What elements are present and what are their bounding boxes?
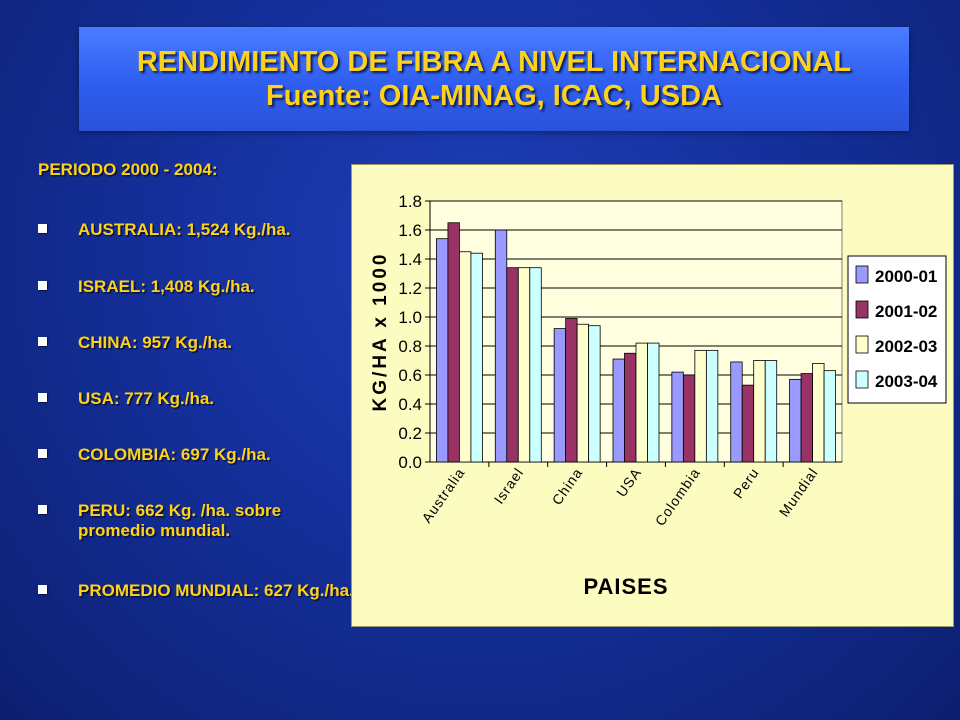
legend-swatch: [855, 265, 869, 284]
square-bullet-icon: [38, 585, 47, 594]
bar-2001-02: [447, 222, 460, 463]
bar-2002-03: [694, 349, 707, 463]
y-tick-label: 0.0: [398, 453, 422, 472]
bar-2001-02: [565, 318, 578, 463]
bar-2003-04: [470, 252, 483, 463]
bar-2003-04: [647, 342, 660, 463]
bar-2000-01: [789, 378, 802, 463]
chart-canvas: 0.0 0.2 0.4 0.6 0.8 1.0 1.2 1.4 1.6 1.8 Australia I…: [370, 192, 947, 599]
bar-2002-03: [812, 362, 825, 463]
y-tick-label: 0.6: [398, 366, 422, 385]
bar-2000-01: [612, 358, 625, 463]
x-axis-title: PAISES: [583, 574, 668, 599]
x-tick-label: Colombia: [652, 465, 704, 529]
bar-chart: 0.0 0.2 0.4 0.6 0.8 1.0 1.2 1.4 1.6 1.8 Australia I…: [351, 164, 954, 627]
page-title: RENDIMIENTO DE FIBRA A NIVEL INTERNACION…: [136, 46, 852, 78]
y-tick-label: 0.8: [398, 337, 422, 356]
x-tick-label: Australia: [418, 465, 468, 526]
square-bullet-icon: [38, 449, 47, 458]
legend-swatch: [855, 370, 869, 389]
legend-label: 2000-01: [875, 267, 937, 286]
x-tick-label: Peru: [730, 465, 762, 502]
y-tick-label: 1.4: [398, 250, 422, 269]
y-tick-label: 1.6: [398, 221, 422, 240]
x-tick-label: Mundial: [776, 465, 821, 520]
bar-2002-03: [753, 360, 766, 463]
bar-2000-01: [671, 371, 684, 463]
bar-2003-04: [764, 360, 778, 463]
bar-2000-01: [730, 361, 743, 463]
title-banner: RENDIMIENTO DE FIBRA A NIVEL INTERNACION…: [79, 27, 909, 131]
y-axis-title: KG/HA x 1000: [370, 252, 391, 412]
bar-2003-04: [529, 267, 542, 463]
legend-label: 2002-03: [875, 337, 937, 356]
list-item-text: CHINA: 957 Kg./ha.: [78, 333, 232, 352]
x-tick-label: China: [549, 465, 586, 508]
list-item-text: PROMEDIO MUNDIAL: 627 Kg./ha.: [78, 581, 354, 600]
y-tick-label: 1.2: [398, 279, 422, 298]
bar-2001-02: [741, 384, 755, 463]
square-bullet-icon: [38, 224, 47, 233]
bar-2001-02: [800, 373, 813, 463]
bar-2001-02: [682, 374, 696, 463]
y-tick-label: 1.0: [398, 308, 422, 327]
list-item-text: AUSTRALIA: 1,524 Kg./ha.: [78, 220, 291, 239]
y-tick-label: 1.8: [398, 192, 422, 211]
bar-2003-04: [823, 370, 836, 463]
legend-swatch: [855, 335, 869, 354]
bar-2000-01: [553, 328, 567, 463]
x-tick-label: USA: [613, 465, 644, 500]
legend-label: 2003-04: [875, 372, 938, 391]
square-bullet-icon: [38, 505, 47, 514]
legend-label: 2001-02: [875, 302, 937, 321]
square-bullet-icon: [38, 393, 47, 402]
period-heading: PERIODO 2000 - 2004:: [38, 160, 218, 179]
bar-2003-04: [705, 349, 719, 463]
list-item-text: COLOMBIA: 697 Kg./ha.: [78, 445, 271, 464]
bar-2002-03: [459, 251, 472, 463]
bar-2001-02: [506, 267, 519, 463]
bar-2003-04: [588, 325, 601, 463]
square-bullet-icon: [38, 337, 47, 346]
list-item-text: PERU: 662 Kg. /ha. sobre promedio mundia…: [78, 501, 282, 540]
y-tick-label: 0.4: [398, 395, 422, 414]
bar-2002-03: [576, 323, 590, 463]
x-tick-label: Israel: [491, 465, 527, 507]
square-bullet-icon: [38, 281, 47, 290]
list-item-text: USA: 777 Kg./ha.: [78, 389, 215, 408]
bar-2001-02: [624, 352, 637, 463]
page-subtitle: Fuente: OIA-MINAG, ICAC, USDA: [266, 80, 722, 112]
legend-swatch: [855, 300, 869, 319]
y-tick-label: 0.2: [398, 424, 422, 443]
bar-2000-01: [436, 238, 449, 463]
bar-2002-03: [517, 267, 531, 463]
list-item-text: ISRAEL: 1,408 Kg./ha.: [78, 277, 255, 296]
bar-2002-03: [635, 342, 648, 463]
bar-2000-01: [494, 229, 508, 463]
